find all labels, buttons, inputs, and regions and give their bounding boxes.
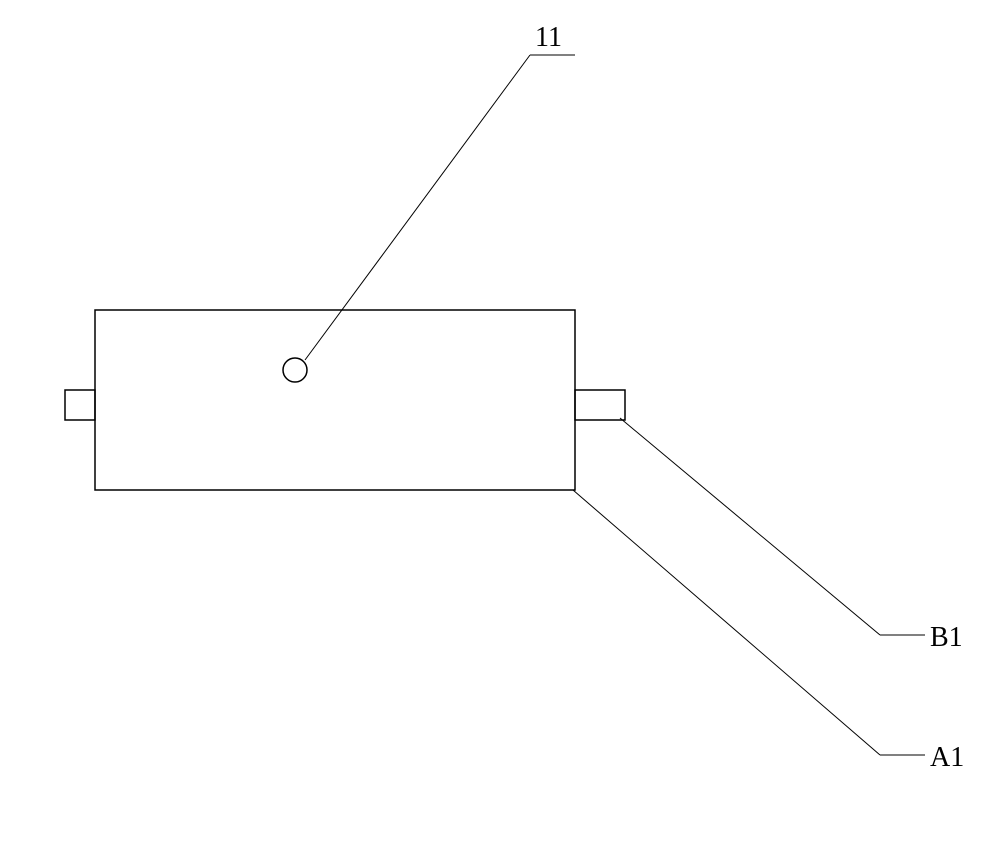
diagram-svg (0, 0, 1000, 847)
leader-line-a1 (573, 490, 880, 755)
left-stub (65, 390, 95, 420)
leader-line-11 (305, 55, 530, 360)
label-a1: A1 (930, 742, 964, 774)
leader-line-b1 (620, 418, 880, 635)
circle-feature (283, 358, 307, 382)
label-b1: B1 (930, 622, 963, 654)
technical-diagram: 11 B1 A1 (0, 0, 1000, 847)
right-stub (575, 390, 625, 420)
label-11: 11 (535, 22, 562, 54)
main-body (95, 310, 575, 490)
